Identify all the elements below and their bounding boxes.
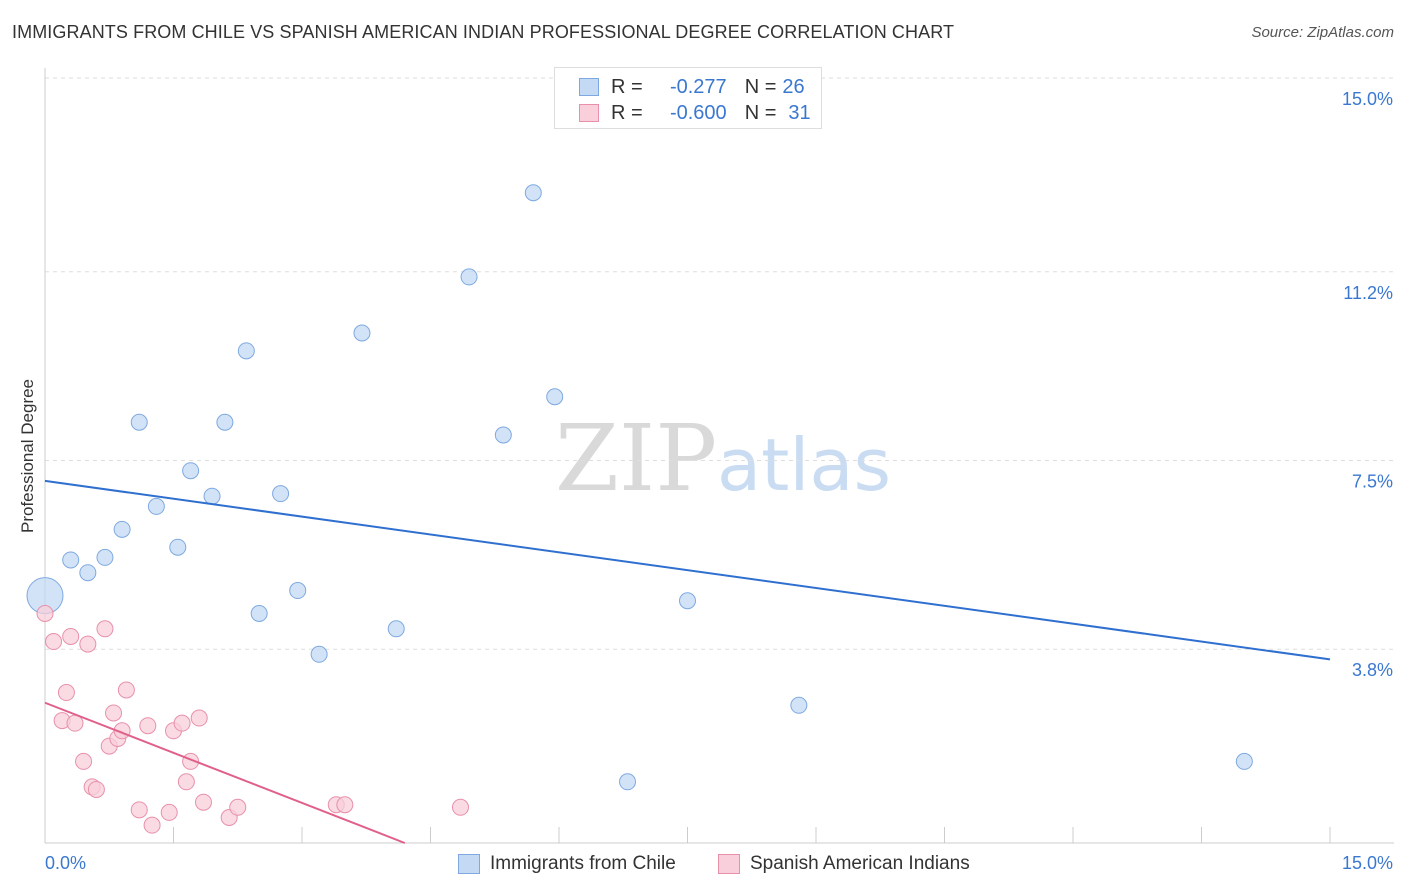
blue-data-point [62,551,80,569]
blue-data-point [619,773,637,791]
blue-data-point [113,520,131,538]
blue-trend-line [44,479,1331,661]
pink-data-point [105,704,123,722]
legend-r-label: R = [611,75,643,98]
pink-data-point [177,773,195,791]
bottom-legend-chile: Immigrants from Chile [458,851,676,877]
blue-data-point [96,548,114,566]
pink-data-point [75,752,93,770]
blue-data-point [203,487,221,505]
bottom-legend-spanish-american-indian: Spanish American Indians [718,851,970,877]
legend-n-value: 26 [782,75,805,98]
pink-data-point [143,816,161,834]
blue-data-point [387,620,405,638]
blue-data-point [310,645,328,663]
pink-trend-line [44,701,406,844]
legend-r-value: -0.600 [669,101,727,124]
pink-data-point [173,714,191,732]
pink-data-point [87,780,105,798]
stats-legend: R = -0.277 N = 26 R = -0.600 N = 31 [554,67,822,129]
pink-data-point [130,801,148,819]
blue-data-point [169,538,187,556]
blue-data-point [237,342,255,360]
pink-data-point [117,681,135,699]
pink-data-point [79,635,97,653]
y-tick-label: 11.2% [1343,283,1393,303]
legend-n-value: 31 [788,101,811,124]
blue-data-point [216,413,234,431]
blue-data-point [546,388,564,406]
pink-data-point [160,803,178,821]
blue-data-point [460,268,478,286]
legend-row-spanish-american-indian: R = -0.600 N = 31 [579,100,811,126]
blue-data-point [1235,752,1253,770]
x-tick-label-max: 15.0% [1342,853,1393,873]
blue-data-point [353,324,371,342]
x-tick-label-min: 0.0% [45,853,86,873]
legend-n-label: N = [744,75,777,98]
pink-data-point [62,627,80,645]
pink-data-point [139,717,157,735]
watermark-atlas: atlas [717,423,891,507]
blue-data-point [130,413,148,431]
pink-data-point [451,798,469,816]
bottom-legend-label: Immigrants from Chile [490,853,676,874]
chart-title: IMMIGRANTS FROM CHILE VS SPANISH AMERICA… [12,22,955,42]
bottom-legend-label: Spanish American Indians [750,853,970,874]
legend-r-label: R = [611,101,643,124]
blue-data-point [147,497,165,515]
pink-data-point [36,605,54,622]
watermark-zip: ZIP [555,405,717,512]
blue-data-point [679,592,696,610]
y-tick-label: 15.0% [1342,89,1393,109]
blue-data-point [250,605,268,622]
y-tick-label: 7.5% [1352,472,1393,492]
blue-data-point [524,184,542,202]
blue-data-point [494,426,512,444]
pink-data-point [45,633,63,651]
blue-data-point [182,462,200,480]
blue-data-point [79,564,97,582]
pink-data-point [229,798,247,816]
pink-data-point [57,684,75,702]
legend-swatch-blue [579,78,599,96]
y-tick-label: 3.8% [1352,660,1393,680]
legend-swatch-pink [579,104,599,122]
bottom-swatch-pink [718,854,740,874]
legend-row-chile: R = -0.277 N = 26 [579,74,805,100]
blue-data-point [272,485,290,503]
blue-data-point [790,696,808,714]
source-label: Source: ZipAtlas.com [1251,24,1394,41]
bottom-swatch-blue [458,854,480,874]
blue-data-point [289,582,307,600]
legend-n-label: N = [744,101,777,124]
pink-data-point [96,620,114,638]
pink-data-point [194,793,212,811]
pink-data-point [336,796,354,814]
pink-data-point [190,709,208,727]
legend-r-value: -0.277 [669,75,727,98]
